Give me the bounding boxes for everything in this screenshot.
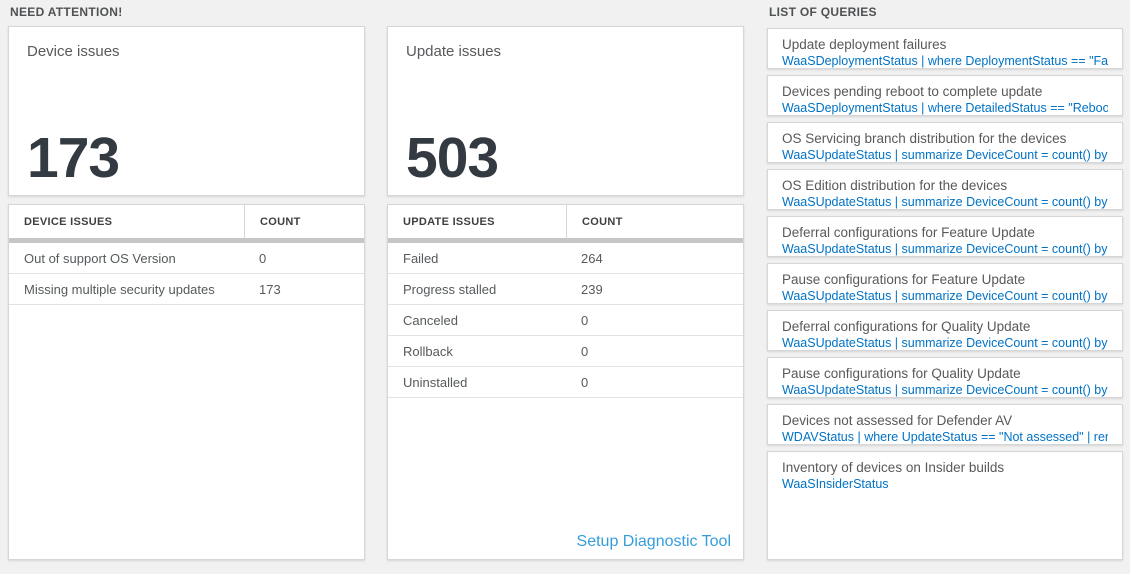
device-issues-summary-card[interactable]: Device issues 173 — [8, 26, 365, 196]
query-code: WaaSInsiderStatus — [782, 477, 889, 491]
update-issues-column: Update issues 503 UPDATE ISSUES COUNT Fa… — [387, 26, 744, 560]
query-code: WaaSUpdateStatus | summarize DeviceCount… — [782, 195, 1108, 209]
query-item-deferral-feature-update[interactable]: Deferral configurations for Feature Upda… — [767, 216, 1123, 257]
row-label: Out of support OS Version — [24, 250, 176, 266]
query-item-defender-av-not-assessed[interactable]: Devices not assessed for Defender AV WDA… — [767, 404, 1123, 445]
row-label: Missing multiple security updates — [24, 281, 215, 297]
update-issues-table-header: UPDATE ISSUES COUNT — [388, 205, 743, 238]
query-title: Deferral configurations for Quality Upda… — [782, 319, 1031, 334]
device-issues-column-header: DEVICE ISSUES — [24, 215, 113, 228]
query-code: WaaSUpdateStatus | summarize DeviceCount… — [782, 242, 1108, 256]
query-item-deferral-quality-update[interactable]: Deferral configurations for Quality Upda… — [767, 310, 1123, 351]
table-row[interactable]: Progress stalled 239 — [388, 274, 743, 305]
row-count: 264 — [581, 250, 603, 266]
table-header-divider-bar — [388, 238, 743, 243]
query-title: Pause configurations for Feature Update — [782, 272, 1026, 287]
row-label: Failed — [403, 250, 439, 266]
need-attention-heading: NEED ATTENTION! — [10, 5, 123, 19]
query-item-insider-builds-inventory[interactable]: Inventory of devices on Insider builds W… — [767, 451, 1123, 560]
row-count: 173 — [259, 281, 281, 297]
query-code: WaaSUpdateStatus | summarize DeviceCount… — [782, 148, 1108, 162]
table-row[interactable]: Uninstalled 0 — [388, 367, 743, 398]
table-row[interactable]: Missing multiple security updates 173 — [9, 274, 364, 305]
list-of-queries-heading: LIST OF QUERIES — [769, 5, 877, 19]
row-label: Progress stalled — [403, 281, 497, 297]
query-code: WaaSUpdateStatus | summarize DeviceCount… — [782, 383, 1108, 397]
row-label: Uninstalled — [403, 374, 468, 390]
query-code: WaaSUpdateStatus | summarize DeviceCount… — [782, 289, 1108, 303]
table-header-divider-bar — [9, 238, 364, 243]
query-title: Inventory of devices on Insider builds — [782, 460, 1005, 475]
query-item-os-servicing-branch[interactable]: OS Servicing branch distribution for the… — [767, 122, 1123, 163]
table-row[interactable]: Rollback 0 — [388, 336, 743, 367]
row-label: Rollback — [403, 343, 453, 359]
query-title: Pause configurations for Quality Update — [782, 366, 1021, 381]
query-code: WaaSDeploymentStatus | where DeploymentS… — [782, 54, 1108, 68]
table-row[interactable]: Canceled 0 — [388, 305, 743, 336]
update-issues-column-header: UPDATE ISSUES — [403, 215, 495, 228]
table-row[interactable]: Failed 264 — [388, 243, 743, 274]
query-item-os-edition-distribution[interactable]: OS Edition distribution for the devices … — [767, 169, 1123, 210]
list-of-queries-panel: Update deployment failures WaaSDeploymen… — [767, 28, 1123, 560]
query-item-pause-feature-update[interactable]: Pause configurations for Feature Update … — [767, 263, 1123, 304]
count-column-header: COUNT — [244, 205, 364, 238]
table-row[interactable]: Out of support OS Version 0 — [9, 243, 364, 274]
row-count: 0 — [581, 343, 589, 359]
row-count: 0 — [259, 250, 267, 266]
device-issues-column: Device issues 173 DEVICE ISSUES COUNT Ou… — [8, 26, 365, 560]
row-count: 0 — [581, 374, 589, 390]
query-title: OS Servicing branch distribution for the… — [782, 131, 1067, 146]
device-issues-title: Device issues — [27, 43, 120, 60]
query-code: WaaSDeploymentStatus | where DetailedSta… — [782, 101, 1108, 115]
setup-diagnostic-tool-link[interactable]: Setup Diagnostic Tool — [576, 533, 731, 550]
row-count: 239 — [581, 281, 603, 297]
update-issues-table-card: UPDATE ISSUES COUNT Failed 264 Progress … — [387, 204, 744, 560]
count-column-header: COUNT — [566, 205, 743, 238]
query-code: WDAVStatus | where UpdateStatus == "Not … — [782, 430, 1108, 444]
update-issues-total: 503 — [406, 126, 499, 190]
query-item-update-deployment-failures[interactable]: Update deployment failures WaaSDeploymen… — [767, 28, 1123, 69]
update-issues-title: Update issues — [406, 43, 502, 60]
device-issues-total: 173 — [27, 126, 120, 190]
device-issues-table-header: DEVICE ISSUES COUNT — [9, 205, 364, 238]
query-title: Devices not assessed for Defender AV — [782, 413, 1013, 428]
query-item-devices-pending-reboot[interactable]: Devices pending reboot to complete updat… — [767, 75, 1123, 116]
query-code: WaaSUpdateStatus | summarize DeviceCount… — [782, 336, 1108, 350]
row-label: Canceled — [403, 312, 458, 328]
query-title: Devices pending reboot to complete updat… — [782, 84, 1043, 99]
query-title: Deferral configurations for Feature Upda… — [782, 225, 1035, 240]
row-count: 0 — [581, 312, 589, 328]
query-item-pause-quality-update[interactable]: Pause configurations for Quality Update … — [767, 357, 1123, 398]
update-issues-summary-card[interactable]: Update issues 503 — [387, 26, 744, 196]
device-issues-table-card: DEVICE ISSUES COUNT Out of support OS Ve… — [8, 204, 365, 560]
query-title: Update deployment failures — [782, 37, 947, 52]
query-title: OS Edition distribution for the devices — [782, 178, 1008, 193]
